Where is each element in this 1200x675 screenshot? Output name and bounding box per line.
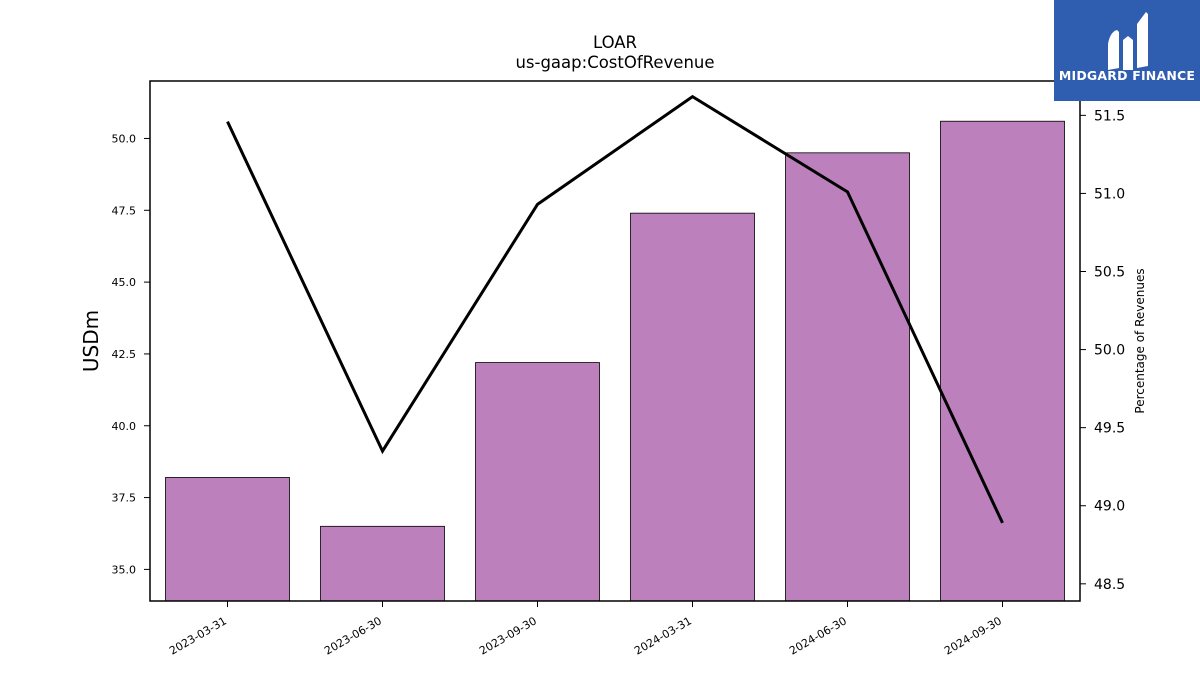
bar-2024-06-30 [785, 152, 910, 602]
chart-subtitle: us-gaap:CostOfRevenue [515, 53, 714, 72]
y-tick-label-right: 50.5 [1094, 265, 1125, 281]
y-tick-label-left: 45.0 [112, 276, 137, 289]
bar-2023-09-30 [475, 362, 600, 602]
x-tick-label: 2023-03-31 [167, 614, 229, 657]
y-tick-label-left: 42.5 [112, 348, 137, 361]
x-tick-label: 2024-06-30 [787, 614, 849, 657]
percentage-line [226, 94, 1004, 524]
x-tick-label: 2024-09-30 [942, 614, 1004, 657]
y-tick-label-right: 48.5 [1094, 577, 1125, 593]
x-tick-label: 2023-06-30 [322, 614, 384, 657]
y-tick-label-right: 51.5 [1094, 108, 1125, 124]
bar-2023-06-30 [320, 525, 445, 602]
plot-frame [149, 80, 1081, 602]
chart-title: LOAR [593, 33, 637, 52]
y-tick-label-left: 35.0 [112, 563, 137, 576]
y-tick-label-left: 50.0 [112, 132, 137, 145]
y-tick-label-left: 40.0 [112, 420, 137, 433]
y-axis-label-right: Percentage of Revenues [1133, 268, 1147, 413]
x-tick-label: 2024-03-31 [632, 614, 694, 657]
y-tick-label-right: 51.0 [1094, 186, 1125, 202]
y-tick-label-right: 49.5 [1094, 421, 1125, 437]
y-tick-label-left: 47.5 [112, 204, 137, 217]
y-axis-label-left: USDm [79, 310, 103, 372]
y-tick-label-right: 49.0 [1094, 499, 1125, 515]
logo-text: MIDGARD FINANCE [1058, 68, 1196, 83]
bar-2024-09-30 [940, 120, 1065, 602]
y-tick-label-left: 37.5 [112, 492, 137, 505]
x-tick-label: 2023-09-30 [477, 614, 539, 657]
logo-mark-icon [1108, 12, 1148, 70]
brand-logo: MIDGARD FINANCE [1054, 0, 1200, 101]
bar-2024-03-31 [630, 212, 755, 602]
y-tick-label-right: 50.0 [1094, 343, 1125, 359]
bar-2023-03-31 [165, 477, 290, 602]
